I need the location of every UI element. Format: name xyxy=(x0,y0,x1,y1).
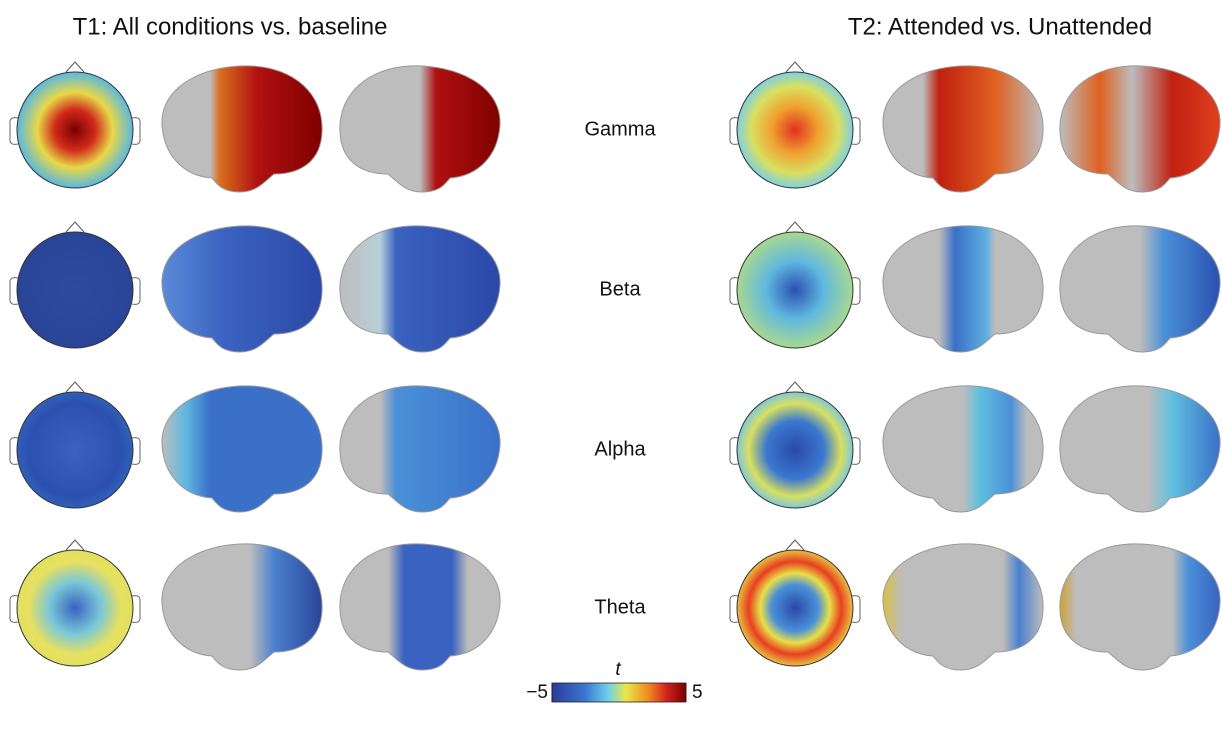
ear xyxy=(131,277,141,305)
ear xyxy=(729,117,739,145)
scalp xyxy=(736,549,854,667)
nose xyxy=(65,221,85,233)
scalp xyxy=(736,391,854,509)
ear xyxy=(851,595,861,623)
ear xyxy=(9,437,19,465)
scalp xyxy=(16,231,134,349)
band-label: Beta xyxy=(599,278,641,300)
panel-title: T2: Attended vs. Unattended xyxy=(848,13,1152,40)
brain-surface xyxy=(161,65,323,193)
ear xyxy=(729,277,739,305)
scalp xyxy=(736,231,854,349)
scalp xyxy=(16,549,134,667)
ear xyxy=(9,117,19,145)
brain-surface xyxy=(1059,225,1221,353)
ear xyxy=(9,595,19,623)
ear xyxy=(729,595,739,623)
ear xyxy=(131,117,141,145)
scalp xyxy=(16,391,134,509)
colorbar: t xyxy=(551,659,687,703)
brain-surface xyxy=(339,225,501,353)
topomap xyxy=(729,381,861,509)
nose xyxy=(785,61,805,73)
topomap xyxy=(9,381,141,509)
colorbar-label: t xyxy=(615,659,621,680)
band-label: Gamma xyxy=(584,118,656,140)
brain-surface xyxy=(1059,543,1221,671)
scalp xyxy=(736,71,854,189)
brain-surface xyxy=(161,543,323,671)
topomap xyxy=(9,539,141,667)
panel-title: T1: All conditions vs. baseline xyxy=(73,13,388,40)
nose xyxy=(65,61,85,73)
topomap xyxy=(729,539,861,667)
brain-surface xyxy=(1059,65,1221,193)
nose xyxy=(785,221,805,233)
brain-surface xyxy=(161,225,323,353)
nose xyxy=(65,539,85,551)
topomap xyxy=(9,221,141,349)
brain-surface xyxy=(339,543,501,671)
topomap xyxy=(729,221,861,349)
ear xyxy=(851,277,861,305)
band-label: Theta xyxy=(594,596,646,618)
nose xyxy=(65,381,85,393)
brain-surface xyxy=(882,225,1044,353)
nose xyxy=(785,381,805,393)
colorbar-tick-label: 5 xyxy=(692,682,703,703)
ear xyxy=(131,595,141,623)
colorbar-tick-label: −5 xyxy=(526,682,548,703)
ear xyxy=(729,437,739,465)
scalp xyxy=(16,71,134,189)
brain-surface xyxy=(339,385,501,513)
topomap xyxy=(9,61,141,189)
brain-surface xyxy=(339,65,501,193)
brain-surface xyxy=(882,65,1044,193)
ear xyxy=(9,277,19,305)
ear xyxy=(851,437,861,465)
brain-surface xyxy=(161,385,323,513)
band-label: Alpha xyxy=(594,438,646,460)
brain-surface xyxy=(1059,385,1221,513)
brain-surface xyxy=(882,543,1044,671)
ear xyxy=(851,117,861,145)
nose xyxy=(785,539,805,551)
topomap xyxy=(729,61,861,189)
brain-surface xyxy=(882,385,1044,513)
colorbar-gradient xyxy=(551,682,687,703)
ear xyxy=(131,437,141,465)
